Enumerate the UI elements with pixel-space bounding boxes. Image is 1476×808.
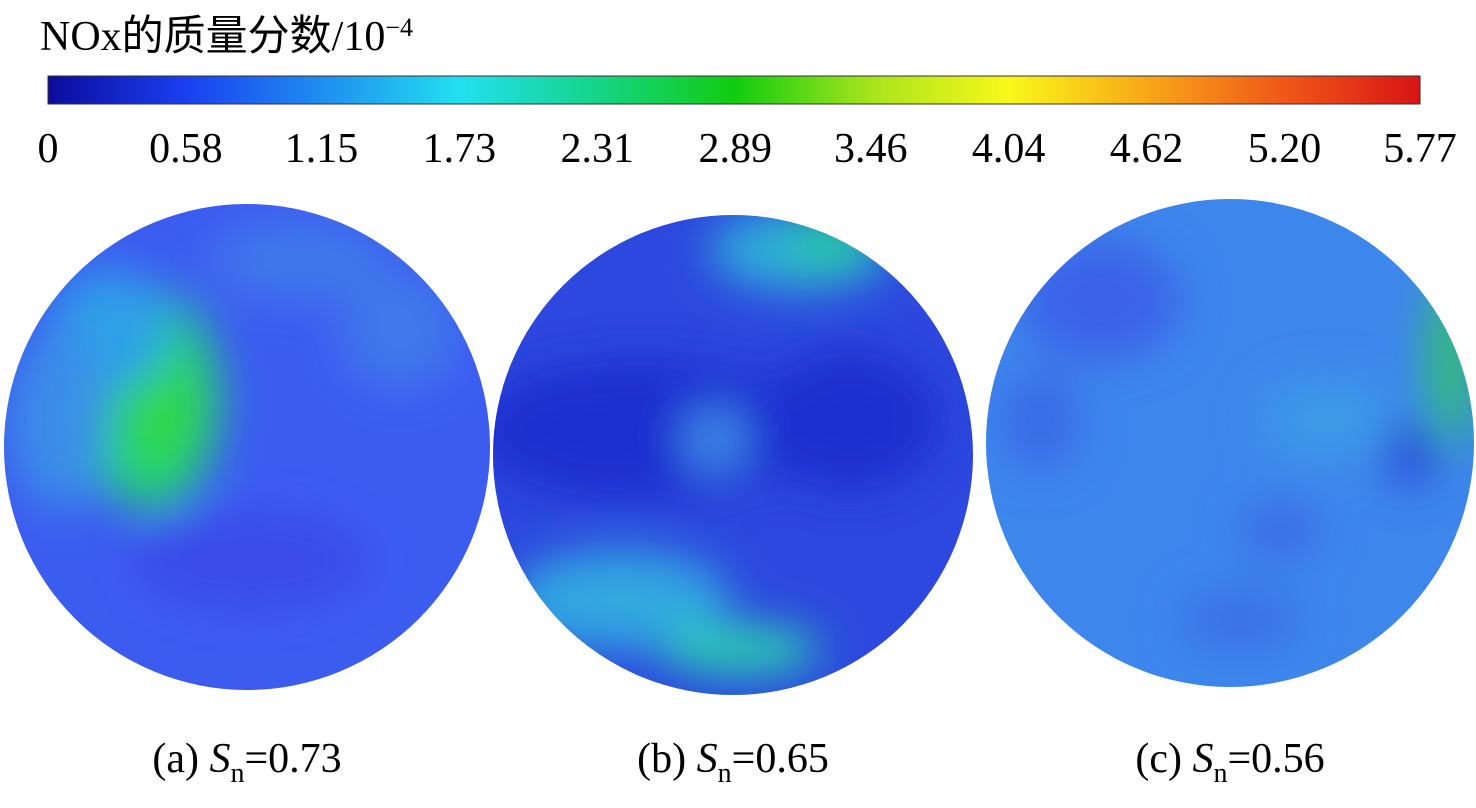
colorbar-tick-label: 4.62 (1110, 126, 1184, 172)
caption-symbol: S (697, 736, 718, 782)
field-blob (1180, 590, 1300, 650)
caption-value: 0.65 (755, 736, 829, 782)
contour-fields (4, 199, 1474, 695)
contour-panel (4, 204, 490, 690)
colorbar-title: NOx的质量分数/10−4 (40, 13, 413, 60)
field-blob (1430, 270, 1470, 450)
field-blob (340, 270, 460, 390)
caption-value: 0.56 (1251, 736, 1325, 782)
colorbar-tick-label: 1.15 (285, 126, 359, 172)
contour-panel (493, 215, 973, 695)
panel-blobs (493, 215, 940, 675)
caption-subscript: n (230, 758, 244, 789)
caption-prefix: (b) (637, 736, 696, 782)
field-blob (510, 550, 730, 650)
field-blob (1240, 505, 1320, 555)
field-blob (1260, 380, 1400, 460)
panel-blobs (1000, 240, 1470, 650)
caption-prefix: (a) (152, 736, 209, 782)
caption-relation: = (732, 736, 756, 782)
field-blob (790, 215, 870, 270)
colorbar-tick-label: 3.46 (834, 126, 908, 172)
caption-prefix: (c) (1135, 736, 1192, 782)
field-blob (130, 510, 370, 610)
contour-panel (986, 199, 1474, 687)
colorbar-tick-label: 5.20 (1248, 126, 1322, 172)
field-blob (660, 625, 820, 675)
panel-blobs (10, 220, 460, 610)
colorbar-tick-label: 1.73 (423, 126, 497, 172)
field-blob (493, 360, 810, 500)
field-blob (10, 330, 110, 510)
panel-caption: (b) Sn=0.65 (637, 736, 829, 789)
colorbar-tick-label: 4.04 (972, 126, 1046, 172)
caption-symbol: S (1192, 736, 1213, 782)
caption-relation: = (1227, 736, 1251, 782)
field-blob (1000, 370, 1080, 470)
field-blob (680, 405, 750, 475)
field-blob (760, 350, 940, 490)
caption-relation: = (244, 736, 268, 782)
field-blob (1020, 240, 1180, 360)
colorbar-tick-label: 0 (38, 126, 59, 172)
field-blob (210, 220, 390, 300)
colorbar (47, 75, 1421, 105)
caption-subscript: n (718, 758, 732, 789)
caption-symbol: S (209, 736, 230, 782)
colorbar-tick-label: 2.31 (561, 126, 635, 172)
title-superscript: −4 (385, 13, 413, 42)
panel-caption: (c) Sn=0.56 (1135, 736, 1324, 789)
colorbar-tick-label: 0.58 (149, 126, 223, 172)
panel-caption: (a) Sn=0.73 (152, 736, 341, 789)
title-text: NOx的质量分数/10 (40, 14, 385, 60)
caption-subscript: n (1213, 758, 1227, 789)
colorbar-tick-label: 2.89 (698, 126, 772, 172)
caption-value: 0.73 (268, 736, 342, 782)
colorbar-tick-label: 5.77 (1383, 126, 1457, 172)
